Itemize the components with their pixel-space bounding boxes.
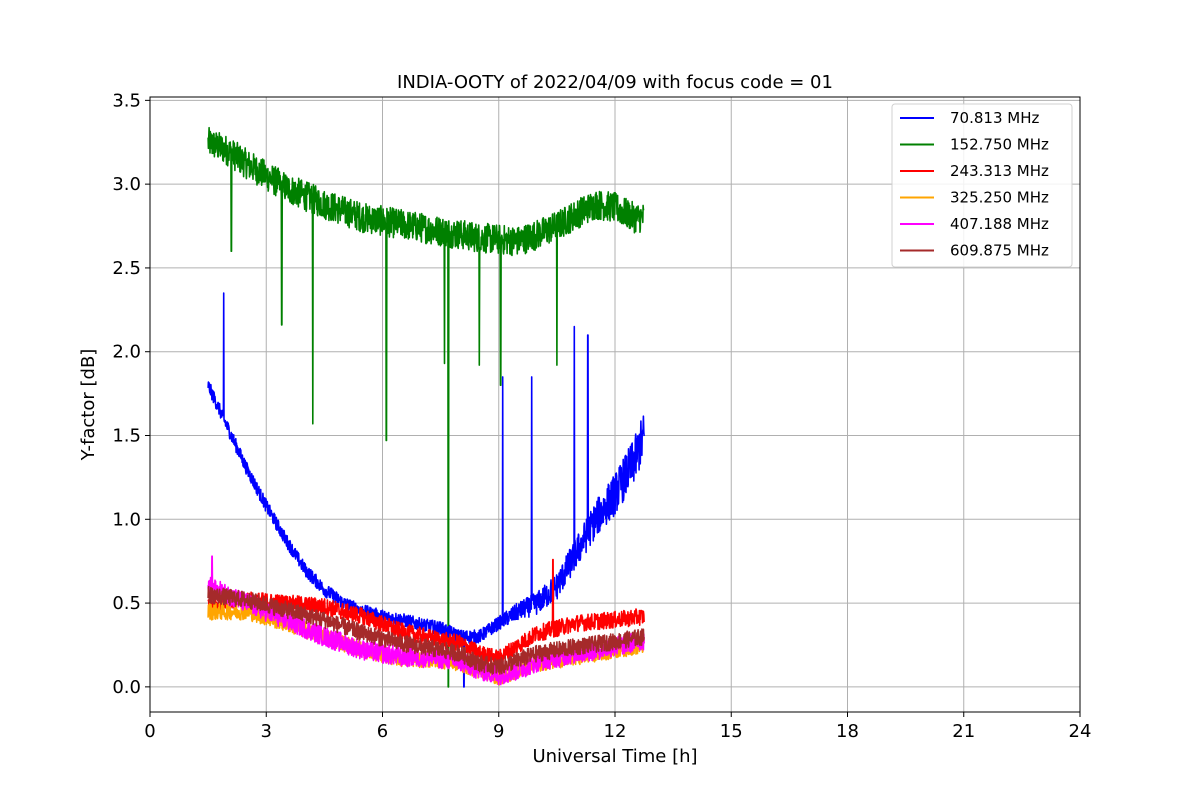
legend: 70.813 MHz 152.750 MHz 243.313 MHz 325.250 … (891, 103, 1073, 268)
y-tick-label: 2.5 (112, 258, 141, 279)
x-tick-label: 3 (261, 721, 272, 742)
x-tick-label: 24 (1069, 721, 1092, 742)
legend-label: 407.188 MHz (950, 215, 1049, 233)
x-tick-label: 18 (836, 721, 859, 742)
y-axis-label: Y-factor [dB] (78, 349, 99, 462)
y-tick-label: 0.0 (112, 677, 141, 698)
chart-title: INDIA-OOTY of 2022/04/09 with focus code… (397, 72, 833, 93)
series-line (207, 585, 645, 675)
legend-label: 243.313 MHz (950, 162, 1049, 180)
y-tick-label: 1.0 (112, 509, 141, 530)
y-tick-label: 1.5 (112, 426, 141, 447)
legend-label: 152.750 MHz (950, 136, 1049, 154)
y-tick-label: 0.5 (112, 593, 141, 614)
legend-label: 609.875 MHz (950, 242, 1049, 260)
y-tick-label: 3.0 (112, 174, 141, 195)
legend-label: 70.813 MHz (950, 109, 1039, 127)
x-tick-label: 0 (144, 721, 155, 742)
series-line (207, 126, 645, 688)
legend-box (891, 103, 1073, 268)
x-tick-label: 21 (952, 721, 975, 742)
x-tick-label: 9 (493, 721, 504, 742)
y-tick-label: 2.0 (112, 342, 141, 363)
x-axis-label: Universal Time [h] (532, 746, 697, 767)
x-tick-label: 15 (720, 721, 743, 742)
series-line (207, 292, 645, 688)
x-tick-label: 6 (377, 721, 388, 742)
y-tick-label: 3.5 (112, 90, 141, 111)
legend-label: 325.250 MHz (950, 189, 1049, 207)
axis-ticks: 0 3 6 9 12 15 18 21 24 0.0 0.5 1.0 1.5 2.0 2.5 3.0 3.5 (112, 90, 1091, 742)
plot-area (207, 126, 645, 688)
x-tick-label: 12 (604, 721, 627, 742)
